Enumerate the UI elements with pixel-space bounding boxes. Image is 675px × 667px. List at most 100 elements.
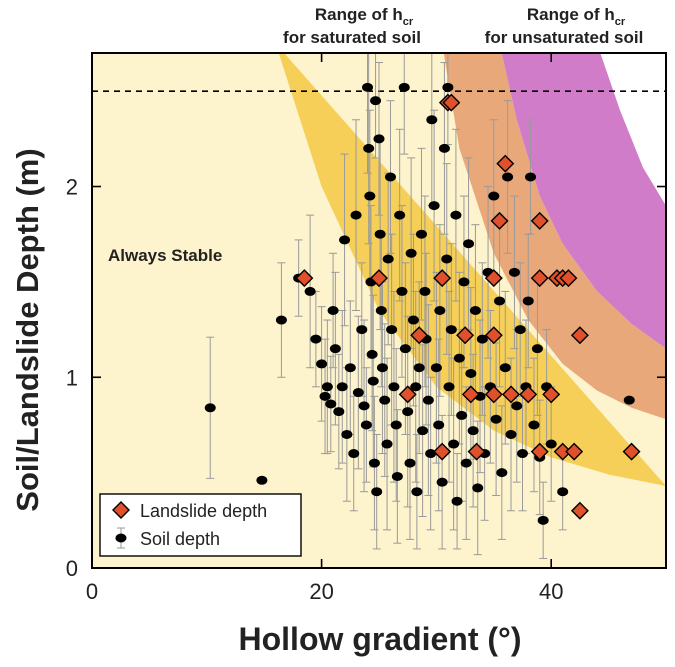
soil-depth-point — [356, 325, 368, 335]
soil-depth-point — [304, 286, 316, 296]
landslide-depth-point — [530, 211, 549, 230]
soil-depth-point — [545, 439, 557, 449]
soil-depth-point — [256, 475, 268, 485]
soil-depth-point — [426, 115, 438, 125]
soil-depth-point — [388, 382, 400, 392]
soil-depth-point — [436, 477, 448, 487]
soil-depth-point — [443, 382, 455, 392]
unsaturated-band-title-line2: for unsaturated soil — [485, 28, 644, 47]
legend-landslide-label: Landslide depth — [140, 501, 267, 521]
soil-depth-point — [204, 403, 216, 413]
landslide-depth-point — [559, 269, 578, 288]
landslide-depth-point — [484, 326, 503, 345]
soil-depth-point — [419, 286, 431, 296]
orange-band-region — [443, 53, 666, 420]
soil-depth-point — [374, 229, 386, 239]
soil-depth-point — [319, 391, 331, 401]
landslide-depth-point — [490, 211, 509, 230]
unsaturated-band-region — [501, 53, 666, 349]
landslide-depth-point — [461, 385, 480, 404]
soil-depth-point — [402, 407, 414, 417]
soil-depth-point — [438, 143, 450, 153]
soil-depth-point — [453, 353, 465, 363]
soil-depth-point — [430, 363, 442, 373]
landslide-depth-point — [496, 154, 515, 173]
soil-depth-point — [445, 325, 457, 335]
unsaturated-band-title-sub: cr — [615, 16, 626, 28]
soil-depth-point — [384, 172, 396, 182]
soil-depth-point — [463, 239, 475, 249]
landslide-depth-point — [295, 269, 314, 288]
soil-depth-point — [522, 296, 534, 306]
soil-depth-point — [367, 376, 379, 386]
soil-depth-point — [499, 363, 511, 373]
soil-depth-point — [448, 439, 460, 449]
landslide-depth-point — [565, 442, 584, 461]
soil-depth-point — [417, 426, 429, 436]
soil-depth-point — [373, 134, 385, 144]
legend-circle-icon — [115, 533, 127, 543]
landslide-depth-point — [442, 93, 461, 112]
soil-depth-point — [379, 395, 391, 405]
soil-depth-point — [341, 429, 353, 439]
landslide-depth-point — [570, 326, 589, 345]
soil-depth-point — [394, 210, 406, 220]
soil-depth-point — [366, 349, 378, 359]
landslide-depth-point — [570, 501, 589, 520]
soil-depth-point — [407, 315, 419, 325]
saturated-band-title-line1: Range of hcr — [315, 5, 414, 28]
y-tick-label: 2 — [66, 175, 78, 200]
landslide-depth-point — [530, 442, 549, 461]
soil-depth-point — [310, 334, 322, 344]
soil-depth-point — [275, 315, 287, 325]
soil-depth-point — [517, 449, 528, 459]
soil-depth-point — [327, 306, 339, 315]
soil-depth-point — [405, 248, 417, 258]
landslide-depth-point — [484, 385, 503, 404]
soil-depth-point — [465, 368, 477, 378]
soil-depth-point — [348, 449, 360, 459]
soil-depth-point — [557, 487, 569, 497]
landslide-depth-point — [456, 326, 475, 345]
soil-depth-point — [333, 407, 345, 417]
soil-depth-point — [386, 325, 398, 335]
soil-depth-point — [488, 191, 500, 201]
soil-depth-point — [472, 483, 484, 493]
saturated-band-title-line2: for saturated soil — [283, 28, 421, 47]
soil-depth-point — [502, 172, 514, 182]
soil-depth-point — [370, 96, 382, 106]
soil-depth-point — [442, 82, 454, 92]
soil-depth-point — [514, 325, 526, 335]
soil-depth-point — [451, 496, 463, 506]
soil-depth-point — [413, 363, 425, 373]
soil-depth-point — [352, 388, 364, 398]
legend-diamond-icon — [112, 501, 130, 519]
soil-depth-point — [434, 306, 446, 315]
soil-depth-point — [496, 468, 508, 478]
soil-depth-point — [411, 487, 423, 497]
saturated-band-title-sub: cr — [403, 16, 414, 28]
soil-depth-point — [325, 399, 337, 409]
y-tick-label: 1 — [66, 365, 78, 390]
x-tick-label: 40 — [539, 579, 563, 604]
soil-depth-point — [390, 420, 402, 430]
soil-depth-point — [368, 458, 380, 468]
landslide-depth-point — [542, 385, 561, 404]
soil-depth-point — [363, 143, 375, 153]
landslide-depth-point — [433, 442, 452, 461]
soil-depth-point — [415, 229, 427, 239]
soil-depth-point — [505, 429, 517, 439]
landslide-depth-point — [484, 269, 503, 288]
landslide-depth-point — [502, 385, 521, 404]
soil-depth-point — [441, 254, 453, 264]
y-axis-title: Soil/Landslide Depth (m) — [10, 148, 45, 511]
soil-depth-point — [410, 382, 422, 392]
soil-depth-point — [396, 286, 408, 296]
soil-depth-point — [399, 344, 411, 354]
soil-depth-point — [460, 458, 472, 468]
saturated-band-region — [278, 53, 666, 486]
soil-depth-point — [321, 382, 333, 392]
soil-depth-point — [350, 210, 362, 220]
soil-depth-point — [364, 191, 376, 201]
